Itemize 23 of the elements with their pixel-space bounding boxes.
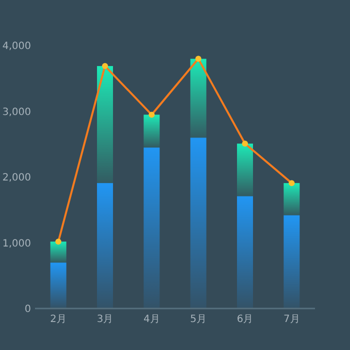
bar [237,196,253,308]
x-tick-label: 5月 [190,314,207,325]
x-tick-label: 3月 [96,314,114,325]
y-tick-label: 0 [24,304,31,315]
bar [190,138,206,308]
x-tick-label: 4月 [143,314,160,325]
x-tick-label: 7月 [283,314,300,325]
bar [284,215,300,308]
x-tick-label: 6月 [236,314,254,325]
bar [190,58,206,138]
bar [97,66,113,184]
bar [144,114,160,148]
bar [284,183,300,216]
y-tick-label: 3,000 [2,106,31,118]
bar [144,148,160,308]
bar [97,183,113,308]
bar [237,144,253,196]
y-tick-label: 1,000 [2,238,31,250]
bar [50,262,66,308]
y-tick-label: 2,000 [2,172,31,184]
x-tick-label: 2月 [50,314,67,325]
y-tick-label: 4,000 [2,41,31,52]
bar [50,242,66,263]
